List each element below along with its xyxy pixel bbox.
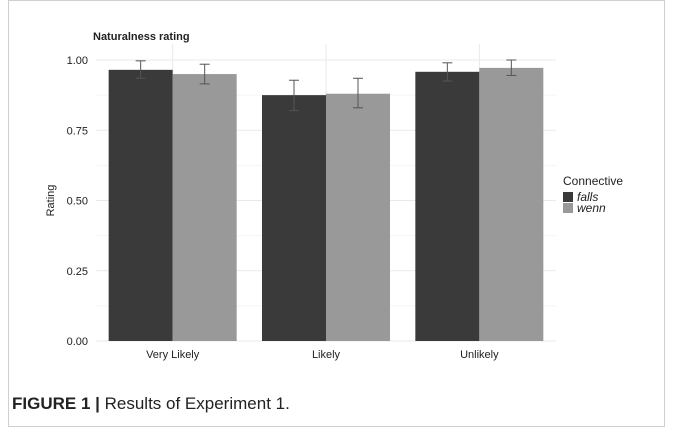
- chart-title: Naturalness rating: [93, 31, 190, 43]
- legend-label-falls: falls: [577, 190, 598, 204]
- y-tick-label-2: 0.25: [67, 266, 88, 278]
- y-tick-label-5: 1.00: [67, 55, 88, 67]
- figure-caption-label: FIGURE 1 |: [12, 394, 100, 413]
- bar-falls-3: [415, 71, 480, 341]
- figure-caption-text: Results of Experiment 1.: [104, 394, 290, 413]
- bar-wenn-1: [172, 74, 237, 342]
- bar-wenn-3: [479, 67, 544, 342]
- figure-caption: FIGURE 1 | Results of Experiment 1.: [12, 394, 290, 414]
- legend-swatch-wenn: [563, 203, 573, 213]
- y-axis-label: Rating: [45, 185, 57, 217]
- x-tick-label-2: Likely: [312, 349, 341, 361]
- x-tick-label-1: Very Likely: [146, 349, 200, 361]
- y-tick-label-4: 0.75: [67, 125, 88, 137]
- bar-wenn-2: [326, 93, 390, 341]
- bar-falls-1: [108, 69, 173, 342]
- legend-label-wenn: wenn: [577, 201, 606, 215]
- bar-falls-2: [262, 95, 326, 341]
- legend-swatch-falls: [563, 192, 573, 202]
- y-tick-label-1: 0.00: [67, 336, 88, 348]
- x-tick-label-3: Unlikely: [460, 349, 499, 361]
- y-tick-label-3: 0.50: [67, 196, 88, 208]
- legend-title: Connective: [563, 174, 623, 188]
- bar-chart: Very Likely Likely Unlikely 0.00 0.25 0.50 0.7…: [45, 31, 623, 361]
